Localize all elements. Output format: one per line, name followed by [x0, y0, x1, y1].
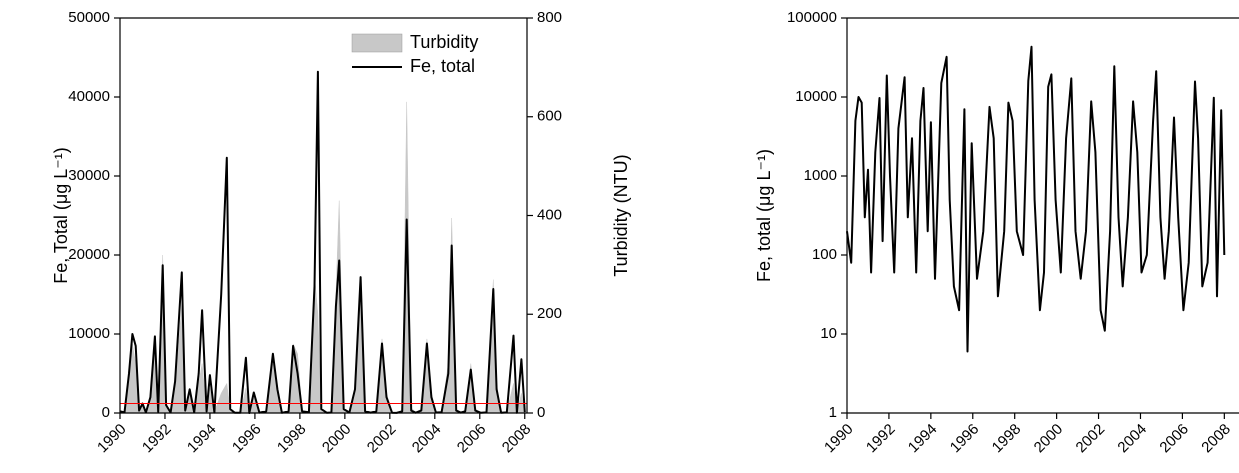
y-tick-label: 50000 — [68, 9, 110, 26]
x-tick-label: 2000 — [319, 421, 355, 457]
x-tick-label: 1994 — [184, 421, 220, 457]
y2-axis-title: Turbidity (NTU) — [611, 154, 631, 276]
y-tick-label: 100000 — [787, 9, 837, 26]
y2-tick-label: 800 — [537, 9, 562, 26]
y2-tick-label: 400 — [537, 206, 562, 223]
x-tick-label: 2006 — [454, 421, 490, 457]
y-axis-title: Fe, Total (μg L⁻¹) — [51, 147, 71, 284]
legend-label: Turbidity — [410, 32, 478, 52]
x-tick-label: 1996 — [229, 421, 265, 457]
line — [119, 70, 526, 414]
y-tick-label: 10 — [820, 325, 837, 342]
y-tick-label: 10000 — [68, 325, 110, 342]
x-tick-label: 2008 — [1198, 421, 1234, 457]
x-tick-label: 2006 — [1156, 421, 1192, 457]
y-tick-label: 20000 — [68, 246, 110, 263]
x-tick-label: 2008 — [499, 421, 535, 457]
y2-tick-label: 200 — [537, 305, 562, 322]
y-axis-title: Fe, total (μg L⁻¹) — [754, 149, 774, 282]
x-tick-label: 1998 — [989, 421, 1025, 457]
legend-label: Fe, total — [410, 56, 475, 76]
x-tick-label: 2002 — [1073, 421, 1109, 457]
x-tick-label: 1996 — [947, 421, 983, 457]
y2-tick-label: 600 — [537, 108, 562, 125]
y2-tick-label: 0 — [537, 404, 545, 421]
y-tick-label: 1 — [829, 404, 837, 421]
y-tick-label: 40000 — [68, 88, 110, 105]
x-tick-label: 1994 — [905, 421, 941, 457]
area — [119, 101, 526, 414]
y-tick-label: 30000 — [68, 167, 110, 184]
y-tick-label: 10000 — [795, 88, 837, 105]
x-tick-label: 2000 — [1031, 421, 1067, 457]
x-tick-label: 1992 — [139, 421, 175, 457]
x-tick-label: 2002 — [364, 421, 400, 457]
y-tick-label: 0 — [102, 404, 110, 421]
x-tick-label: 2004 — [1114, 421, 1150, 457]
x-tick-label: 1998 — [274, 421, 310, 457]
x-tick-label: 1990 — [94, 421, 130, 457]
legend-swatch — [351, 33, 403, 53]
y-tick-label: 1000 — [804, 167, 837, 184]
x-tick-label: 2004 — [409, 421, 445, 457]
line — [846, 45, 1226, 353]
x-tick-label: 1992 — [863, 421, 899, 457]
y-tick-label: 100 — [812, 246, 837, 263]
x-tick-label: 1990 — [821, 421, 857, 457]
